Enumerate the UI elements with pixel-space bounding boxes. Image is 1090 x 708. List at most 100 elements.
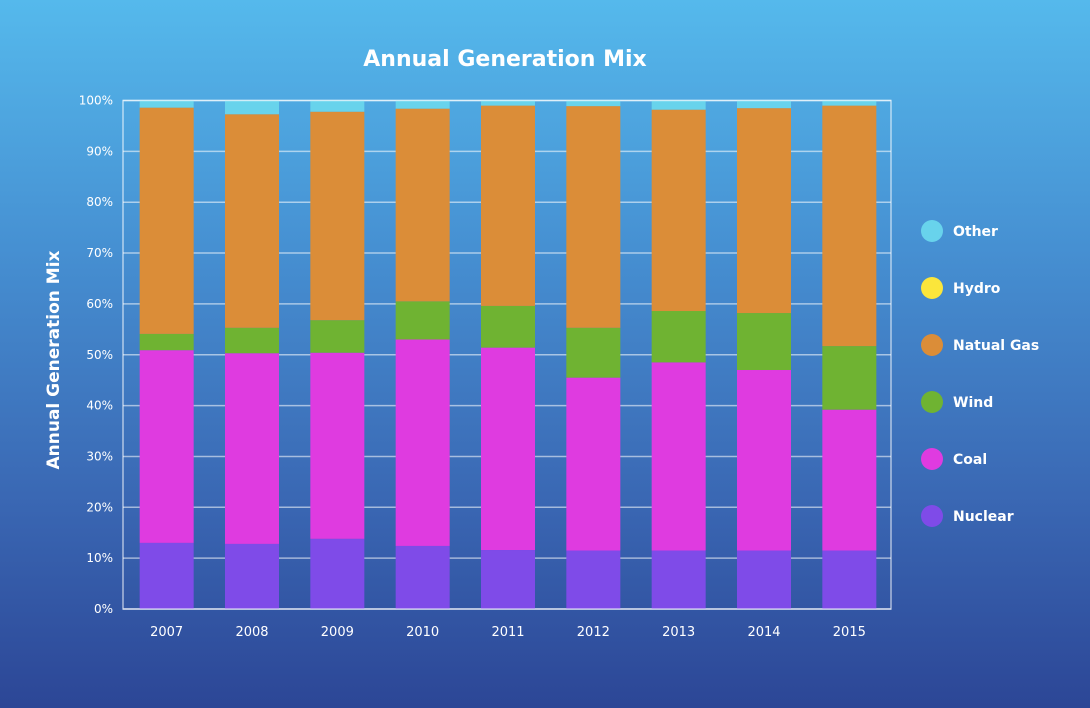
bar-segment-coal: [225, 353, 279, 544]
y-tick-label: 80%: [86, 195, 113, 209]
bar-segment-other: [481, 100, 535, 106]
bar-segment-wind: [481, 305, 535, 348]
bar-segment-nuclear: [395, 545, 450, 609]
legend-swatch: [921, 334, 943, 356]
bar-segment-nuclear: [566, 550, 621, 609]
legend-swatch: [921, 505, 943, 527]
bar-segment-coal: [737, 370, 791, 551]
bar-segment-coal: [566, 377, 621, 551]
y-tick-label: 70%: [86, 246, 113, 260]
chart-title: Annual Generation Mix: [363, 47, 646, 72]
y-tick-label: 40%: [86, 399, 113, 413]
x-tick-label: 2013: [662, 625, 695, 640]
legend-swatch: [921, 391, 943, 413]
bar-segment-nuclear: [822, 550, 877, 609]
bar-segment-natual-gas: [822, 105, 877, 347]
legend: Other Hydro Natual Gas Wind Coal Nuclear: [921, 220, 1039, 527]
bar-segment-nuclear: [310, 538, 365, 609]
bar-segment-nuclear: [481, 550, 535, 609]
legend-item-other: Other: [921, 220, 998, 242]
bar-segment-wind: [310, 320, 365, 353]
x-tick-label: 2010: [406, 625, 439, 640]
bar-stack-2013: [651, 100, 706, 609]
plot-frame: [122, 99, 892, 610]
bar-segment-nuclear: [651, 550, 706, 609]
bar-segment-wind: [225, 327, 279, 354]
bar-segment-natual-gas: [651, 109, 706, 312]
y-tick-label: 100%: [79, 94, 113, 108]
y-tick-label: 20%: [86, 500, 113, 514]
bar-segment-other: [566, 100, 621, 107]
legend-label: Nuclear: [953, 509, 1014, 525]
bar-segment-nuclear: [139, 542, 194, 609]
x-tick-label: 2009: [321, 625, 354, 640]
bars: [139, 100, 877, 609]
bar-segment-other: [139, 100, 194, 108]
legend-item-hydro: Hydro: [921, 277, 1001, 299]
bar-stack-2009: [310, 100, 365, 609]
bar-segment-other: [225, 100, 279, 115]
bar-segment-natual-gas: [481, 105, 535, 306]
x-tick-label: 2008: [235, 625, 268, 640]
bar-segment-nuclear: [225, 543, 279, 609]
bar-stack-2014: [737, 100, 791, 609]
legend-label: Wind: [953, 395, 993, 411]
y-tick-label: 10%: [86, 551, 113, 565]
bar-segment-natual-gas: [737, 108, 791, 314]
bar-stack-2011: [481, 100, 535, 609]
legend-item-coal: Coal: [921, 448, 987, 470]
bar-segment-natual-gas: [566, 106, 621, 328]
bar-segment-coal: [822, 409, 877, 551]
bar-segment-natual-gas: [139, 107, 194, 334]
bar-segment-nuclear: [737, 550, 791, 609]
bar-stack-2008: [225, 100, 279, 609]
y-axis-ticks: 0% 10% 20% 30% 40% 50% 60% 70% 80% 90% 100%: [79, 94, 113, 617]
bar-segment-coal: [310, 352, 365, 539]
bar-segment-wind: [139, 333, 194, 351]
bar-segment-coal: [395, 339, 450, 546]
bar-stack-2015: [822, 100, 877, 609]
y-tick-label: 60%: [86, 297, 113, 311]
bar-segment-natual-gas: [310, 111, 365, 321]
x-tick-label: 2007: [150, 625, 183, 640]
legend-item-natual-gas: Natual Gas: [921, 334, 1039, 356]
bar-stack-2012: [566, 100, 621, 609]
y-tick-label: 30%: [86, 449, 113, 463]
y-axis-label: Annual Generation Mix: [44, 250, 64, 469]
legend-swatch: [921, 220, 943, 242]
bar-segment-other: [737, 100, 791, 109]
bar-segment-wind: [822, 346, 877, 410]
bar-stack-2007: [139, 100, 194, 609]
legend-item-nuclear: Nuclear: [921, 505, 1014, 527]
bar-segment-wind: [651, 311, 706, 363]
bar-segment-coal: [139, 350, 194, 543]
legend-label: Hydro: [953, 281, 1001, 297]
legend-swatch: [921, 277, 943, 299]
x-tick-label: 2015: [833, 625, 866, 640]
bar-segment-natual-gas: [395, 108, 450, 302]
bar-segment-other: [310, 100, 365, 112]
legend-label: Natual Gas: [953, 338, 1039, 354]
legend-swatch: [921, 448, 943, 470]
bar-segment-wind: [395, 301, 450, 340]
y-tick-label: 0%: [94, 602, 113, 616]
x-tick-label: 2014: [747, 625, 780, 640]
bar-segment-coal: [481, 347, 535, 551]
x-tick-label: 2012: [577, 625, 610, 640]
legend-label: Other: [953, 224, 998, 240]
bar-stack-2010: [395, 100, 450, 609]
bar-segment-other: [395, 100, 450, 109]
bar-segment-other: [822, 100, 877, 106]
bar-segment-coal: [651, 362, 706, 551]
bar-segment-wind: [566, 327, 621, 378]
y-tick-label: 50%: [86, 348, 113, 362]
x-tick-label: 2011: [491, 625, 524, 640]
legend-label: Coal: [953, 452, 987, 468]
bar-segment-other: [651, 100, 706, 110]
bar-segment-natual-gas: [225, 114, 279, 328]
legend-item-wind: Wind: [921, 391, 993, 413]
bar-segment-wind: [737, 313, 791, 371]
x-axis-ticks: 2007 2008 2009 2010 2011 2012 2013 2014 2015: [150, 625, 866, 640]
y-tick-label: 90%: [86, 144, 113, 158]
